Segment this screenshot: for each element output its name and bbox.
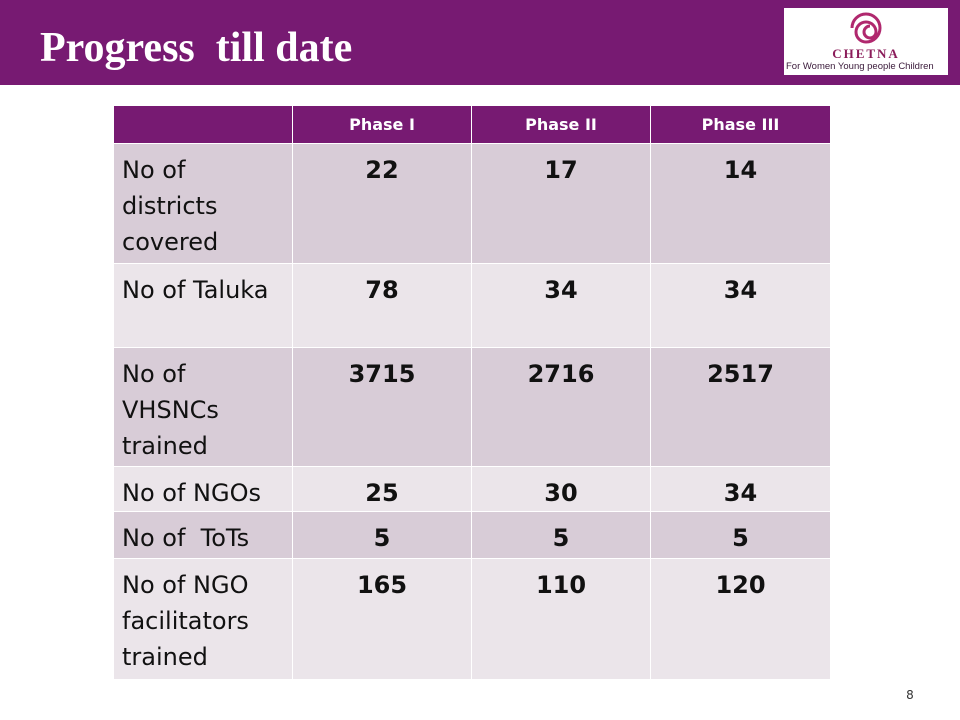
column-header: Phase III <box>650 105 831 144</box>
cell-value: 110 <box>471 558 651 680</box>
cell-value: 5 <box>292 511 472 559</box>
corner-cell <box>113 105 293 144</box>
cell-value: 17 <box>471 143 651 264</box>
column-header: Phase II <box>471 105 651 144</box>
cell-value: 34 <box>650 263 831 348</box>
row-label: No of NGOs <box>113 466 293 512</box>
logo-swirl <box>850 12 882 44</box>
logo: CHETNA For Women Young people Children <box>784 8 948 75</box>
cell-value: 2716 <box>471 347 651 467</box>
progress-table: Phase I Phase II Phase III No of districts… <box>113 105 831 680</box>
cell-value: 5 <box>471 511 651 559</box>
table-row: No of ToTs 5 5 5 <box>113 511 831 559</box>
cell-value: 22 <box>292 143 472 264</box>
row-label: No of Taluka <box>113 263 293 348</box>
cell-value: 3715 <box>292 347 472 467</box>
cell-value: 78 <box>292 263 472 348</box>
row-label: No of VHSNCs trained <box>113 347 293 467</box>
row-label: No of districts covered <box>113 143 293 264</box>
cell-value: 34 <box>650 466 831 512</box>
row-label: No of NGO facilitators trained <box>113 558 293 680</box>
cell-value: 2517 <box>650 347 831 467</box>
table-row: No of districts covered 22 17 14 <box>113 143 831 264</box>
cell-value: 25 <box>292 466 472 512</box>
table-row: No of Taluka 78 34 34 <box>113 263 831 348</box>
cell-value: 165 <box>292 558 472 680</box>
logo-name: CHETNA <box>832 46 900 61</box>
cell-value: 120 <box>650 558 831 680</box>
table-row: No of NGO facilitators trained 165 110 120 <box>113 558 831 680</box>
cell-value: 30 <box>471 466 651 512</box>
column-header: Phase I <box>292 105 472 144</box>
page-number: 8 <box>906 688 914 702</box>
table-row: No of VHSNCs trained 3715 2716 2517 <box>113 347 831 467</box>
header-row: Phase I Phase II Phase III <box>113 105 831 144</box>
table-row: No of NGOs 25 30 34 <box>113 466 831 512</box>
row-label: No of ToTs <box>113 511 293 559</box>
cell-value: 5 <box>650 511 831 559</box>
cell-value: 34 <box>471 263 651 348</box>
slide-title: Progress till date <box>40 25 353 71</box>
logo-tagline: For Women Young people Children <box>786 61 934 72</box>
cell-value: 14 <box>650 143 831 264</box>
